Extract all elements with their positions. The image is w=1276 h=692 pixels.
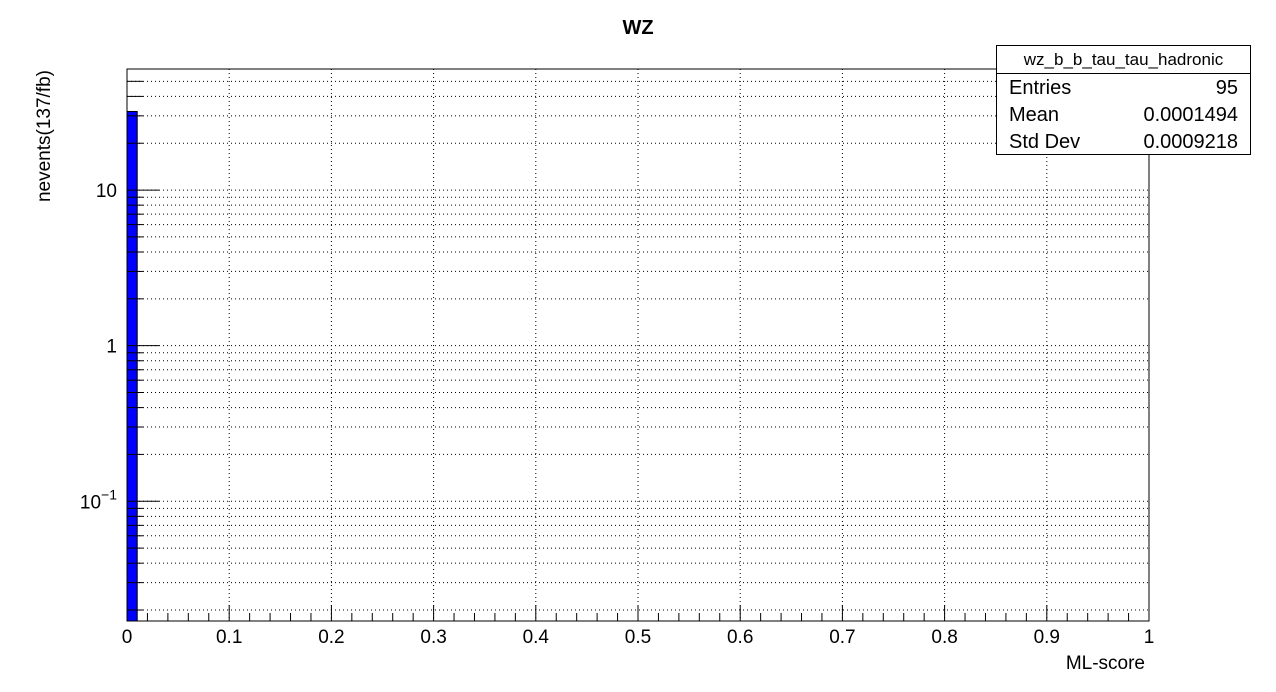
axis-ticks xyxy=(126,68,1150,621)
stats-title: wz_b_b_tau_tau_hadronic xyxy=(997,46,1250,74)
stats-label: Std Dev xyxy=(1009,131,1081,153)
x-tick-label: 0.6 xyxy=(727,627,753,648)
stats-row-entries: Entries 95 xyxy=(997,74,1250,101)
y-tick-label: 10 xyxy=(96,181,117,202)
stats-label: Entries xyxy=(1009,77,1072,99)
x-tick-label: 1 xyxy=(1144,627,1155,648)
grid-lines xyxy=(127,68,1149,621)
chart-title: WZ xyxy=(622,17,653,39)
x-tick-label: 0.4 xyxy=(523,627,550,648)
stats-row-mean: Mean 0.0001494 xyxy=(997,101,1250,128)
stats-value: 0.0001494 xyxy=(1143,104,1238,126)
y-tick-labels: 10−1 1 10 xyxy=(80,181,117,513)
x-tick-label: 0.3 xyxy=(420,627,446,648)
y-tick-label: 1 xyxy=(106,337,117,358)
bars xyxy=(126,110,138,622)
x-tick-label: 0.8 xyxy=(931,627,957,648)
stats-row-stddev: Std Dev 0.0009218 xyxy=(997,128,1250,155)
x-axis-label: ML-score xyxy=(1066,653,1145,674)
x-tick-label: 0.5 xyxy=(625,627,651,648)
y-tick-label: 10−1 xyxy=(80,486,117,513)
stats-box: wz_b_b_tau_tau_hadronic Entries 95 Mean … xyxy=(996,45,1251,155)
x-tick-label: 0 xyxy=(122,627,133,648)
bar xyxy=(126,110,138,622)
stats-label: Mean xyxy=(1009,104,1060,126)
x-tick-labels: 0 0.1 0.2 0.3 0.4 0.5 0.6 0.7 0.8 0.9 1 xyxy=(122,627,1155,648)
stats-value: 95 xyxy=(1215,77,1238,99)
x-tick-label: 0.7 xyxy=(829,627,855,648)
x-tick-label: 0.2 xyxy=(318,627,344,648)
y-axis-label: nevents(137/fb) xyxy=(34,70,55,202)
x-tick-label: 0.1 xyxy=(216,627,242,648)
stats-value: 0.0009218 xyxy=(1143,131,1238,153)
x-tick-label: 0.9 xyxy=(1034,627,1060,648)
